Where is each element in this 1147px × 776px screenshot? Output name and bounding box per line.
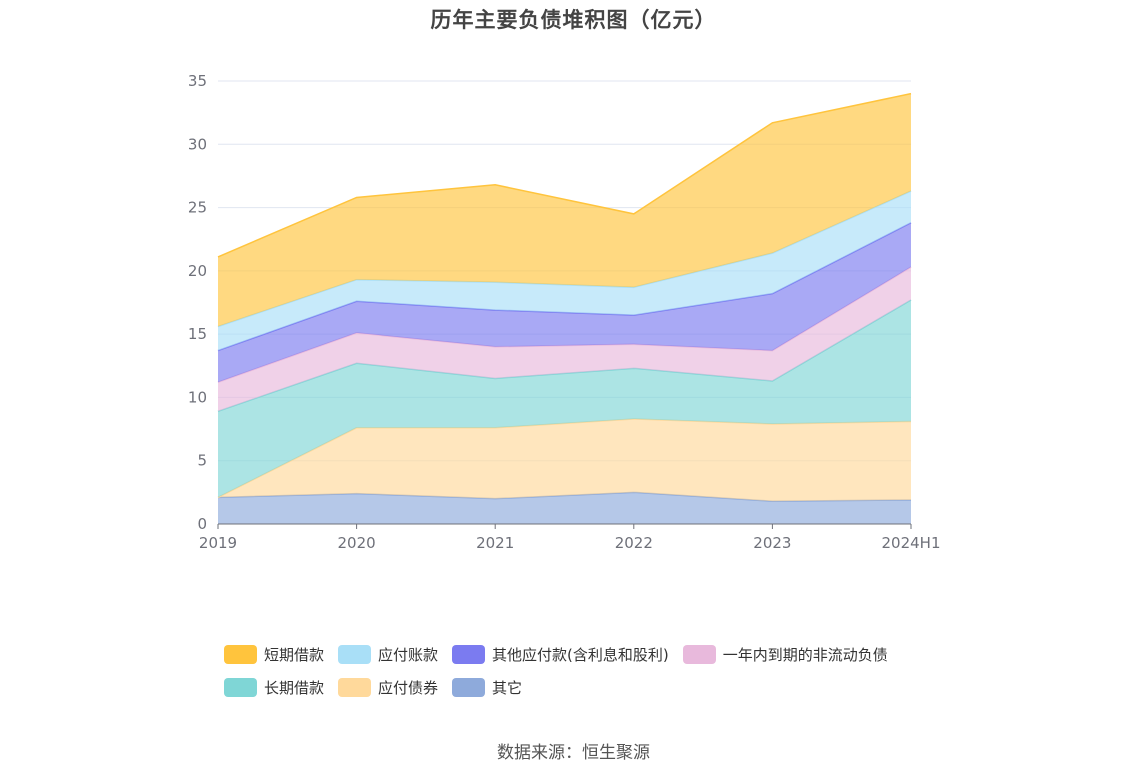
source-note: 数据来源：恒生聚源 xyxy=(497,743,650,763)
legend-label: 其它 xyxy=(492,679,523,697)
area-series-edge xyxy=(217,418,912,499)
y-tick-label: 15 xyxy=(188,325,207,343)
legend-label: 应付账款 xyxy=(378,646,439,664)
legend-label: 长期借款 xyxy=(264,679,325,697)
area-series-短期借款 xyxy=(218,93,911,327)
chart-title: 历年主要负债堆积图（亿元） xyxy=(430,8,717,32)
area-series-应付债券 xyxy=(218,418,911,502)
y-tick-label: 0 xyxy=(197,515,207,533)
legend-row: 短期借款 应付账款 其他应付款(含利息和股利) 一年内到期的非流动负债 xyxy=(224,638,944,671)
legend-swatch xyxy=(452,678,486,697)
x-tick-label: 2024H1 xyxy=(882,534,941,552)
y-tick-label: 20 xyxy=(188,262,207,280)
y-tick-label: 35 xyxy=(188,72,207,90)
area-series-edge xyxy=(217,92,912,258)
legend-swatch xyxy=(224,645,257,664)
y-tick-label: 10 xyxy=(188,388,207,406)
area-series-其他应付款(含利息和股利) xyxy=(218,222,911,383)
legend-row: 长期借款 应付债券 其它 xyxy=(224,671,944,704)
area-series-应付账款 xyxy=(218,191,911,351)
area-series-一年内到期的非流动负债 xyxy=(218,267,911,412)
legend-item[interactable]: 一年内到期的非流动负债 xyxy=(682,644,888,665)
legend-swatch xyxy=(338,645,372,664)
area-series-其它 xyxy=(218,492,911,524)
y-tick-label: 30 xyxy=(188,135,207,153)
legend: 短期借款 应付账款 其他应付款(含利息和股利) 一年内到期的非流动负债长期借款 应付债券… xyxy=(224,638,944,704)
legend-label: 短期借款 xyxy=(264,646,325,664)
legend-item[interactable]: 其它 xyxy=(452,677,522,698)
x-tick-label: 2023 xyxy=(753,534,791,552)
legend-label: 应付债券 xyxy=(378,679,439,697)
legend-item[interactable]: 长期借款 xyxy=(224,677,324,698)
x-tick-label: 2022 xyxy=(615,534,653,552)
legend-label: 其他应付款(含利息和股利) xyxy=(492,646,669,664)
x-tick-label: 2020 xyxy=(338,534,376,552)
legend-item[interactable]: 其他应付款(含利息和股利) xyxy=(452,644,669,665)
x-tick-label: 2019 xyxy=(199,534,237,552)
legend-swatch xyxy=(452,645,486,664)
stacked-area-chart: 0 5 10 15 20 25 30 35 2019 2020 2021 2022 2023 2024H1 xyxy=(188,72,941,552)
legend-swatch xyxy=(224,678,257,697)
y-tick-label: 5 xyxy=(197,452,207,470)
legend-swatch xyxy=(682,645,716,664)
legend-item[interactable]: 短期借款 xyxy=(224,644,324,665)
x-tick-label: 2021 xyxy=(476,534,514,552)
legend-swatch xyxy=(338,678,372,697)
y-tick-label: 25 xyxy=(188,199,207,217)
legend-item[interactable]: 应付债券 xyxy=(338,677,438,698)
legend-item[interactable]: 应付账款 xyxy=(338,644,438,665)
legend-label: 一年内到期的非流动负债 xyxy=(722,646,888,664)
area-series-长期借款 xyxy=(218,299,911,498)
